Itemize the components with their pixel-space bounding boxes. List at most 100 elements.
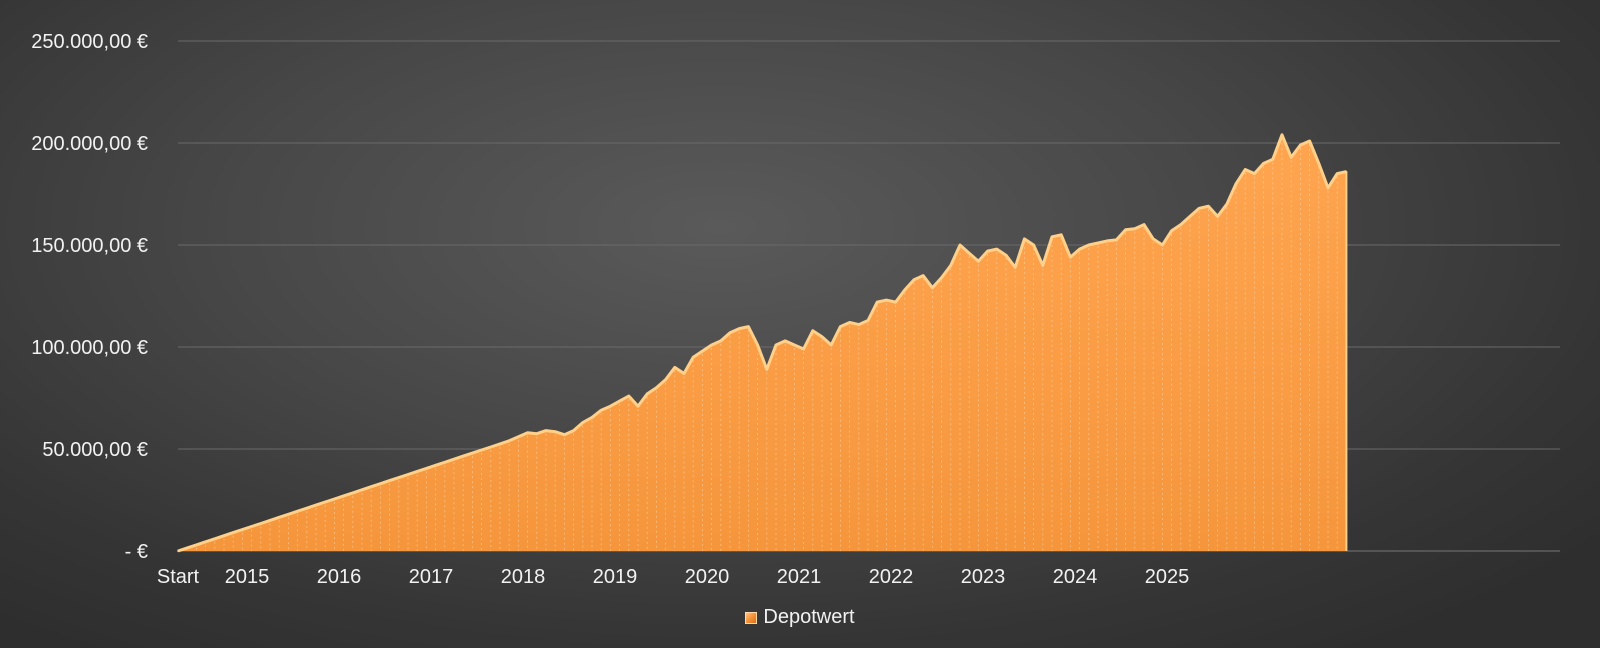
data-point (416, 470, 419, 473)
data-point (296, 510, 299, 513)
data-point (600, 409, 603, 412)
data-point (1051, 235, 1053, 238)
data-point (793, 344, 796, 346)
data-point (756, 344, 759, 346)
data-point (977, 260, 980, 263)
data-point (572, 429, 575, 432)
data-point (664, 378, 667, 381)
data-point (517, 435, 520, 438)
data-point (848, 321, 851, 324)
data-point (425, 467, 428, 470)
data-point (986, 250, 989, 253)
data-point (637, 405, 639, 408)
data-point (1087, 244, 1090, 246)
data-point (535, 432, 538, 435)
data-point (839, 325, 842, 328)
data-point (802, 348, 805, 350)
data-point (315, 504, 317, 506)
data-point (278, 516, 281, 519)
data-point (903, 289, 906, 291)
x-tick-label-2: 2016 (317, 566, 362, 588)
data-point (857, 323, 860, 326)
area-chart: - € 50.000,00 € 100.000,00 € 150.000,00 € 20… (31, 31, 1560, 588)
data-point (1014, 266, 1017, 269)
data-point (480, 449, 483, 451)
y-tick-label-4: 200.000,00 € (31, 133, 148, 155)
x-tick-label-8: 2022 (869, 566, 914, 588)
data-point (379, 482, 382, 485)
data-point (1235, 182, 1237, 185)
data-point (1041, 264, 1044, 267)
data-point (1023, 238, 1026, 240)
data-point (287, 513, 290, 516)
data-point (443, 461, 446, 464)
data-point (1179, 223, 1182, 226)
data-point (1345, 170, 1348, 173)
data-point (223, 534, 225, 537)
data-point (508, 439, 511, 442)
data-point (1327, 187, 1329, 189)
data-point (940, 276, 943, 279)
x-tick-label-1: 2015 (225, 566, 270, 588)
data-point (1216, 215, 1219, 218)
data-point (361, 488, 363, 491)
data-point (775, 344, 777, 346)
data-point (618, 400, 621, 402)
data-point (894, 301, 897, 303)
data-point (351, 492, 354, 494)
data-point (1189, 215, 1191, 218)
data-point (453, 458, 455, 461)
data-point (1106, 240, 1109, 242)
data-point (655, 386, 658, 389)
x-tick-label-3: 2017 (409, 566, 454, 588)
data-point (738, 327, 741, 330)
data-point (830, 344, 833, 346)
data-point (1097, 242, 1099, 244)
data-point (526, 431, 529, 434)
legend: Depotwert (0, 606, 1600, 629)
y-tick-label-2: 100.000,00 € (31, 337, 148, 359)
data-point (1078, 248, 1081, 251)
data-point (342, 495, 345, 497)
data-point (913, 278, 915, 281)
data-point (259, 522, 262, 525)
y-tick-label-5: 250.000,00 € (31, 31, 148, 53)
data-point (692, 356, 695, 359)
series-depotwert-edge (177, 133, 1347, 553)
data-point (683, 372, 685, 375)
data-point (867, 319, 869, 322)
y-tick-label-3: 150.000,00 € (31, 235, 148, 257)
data-point (1317, 162, 1320, 165)
data-point (545, 429, 547, 432)
x-tick-label-7: 2021 (777, 566, 822, 588)
data-point (1198, 207, 1201, 210)
x-tick-label-11: 2025 (1145, 566, 1190, 588)
data-point (710, 344, 713, 346)
data-point (995, 248, 998, 251)
data-point (489, 446, 492, 448)
data-point (627, 395, 630, 397)
data-point (499, 443, 501, 445)
data-point (1152, 238, 1155, 240)
legend-label-depotwert: Depotwert (763, 606, 855, 628)
data-point (1115, 239, 1118, 241)
data-point (784, 340, 787, 342)
data-point (1005, 254, 1007, 257)
data-point (968, 252, 971, 255)
data-point (1336, 172, 1339, 175)
data-point (241, 528, 244, 531)
y-tick-label-1: 50.000,00 € (42, 439, 148, 461)
data-point (186, 547, 189, 549)
data-point (1290, 156, 1293, 159)
data-point (1124, 228, 1127, 231)
x-tick-label-5: 2019 (593, 566, 638, 588)
data-point (462, 455, 465, 457)
data-point (563, 433, 566, 436)
legend-swatch-depotwert (745, 611, 758, 624)
data-point (434, 464, 437, 467)
data-point (1032, 244, 1035, 246)
data-point (269, 519, 271, 522)
data-point (1143, 223, 1145, 226)
data-point (195, 544, 198, 546)
data-point (646, 393, 649, 395)
